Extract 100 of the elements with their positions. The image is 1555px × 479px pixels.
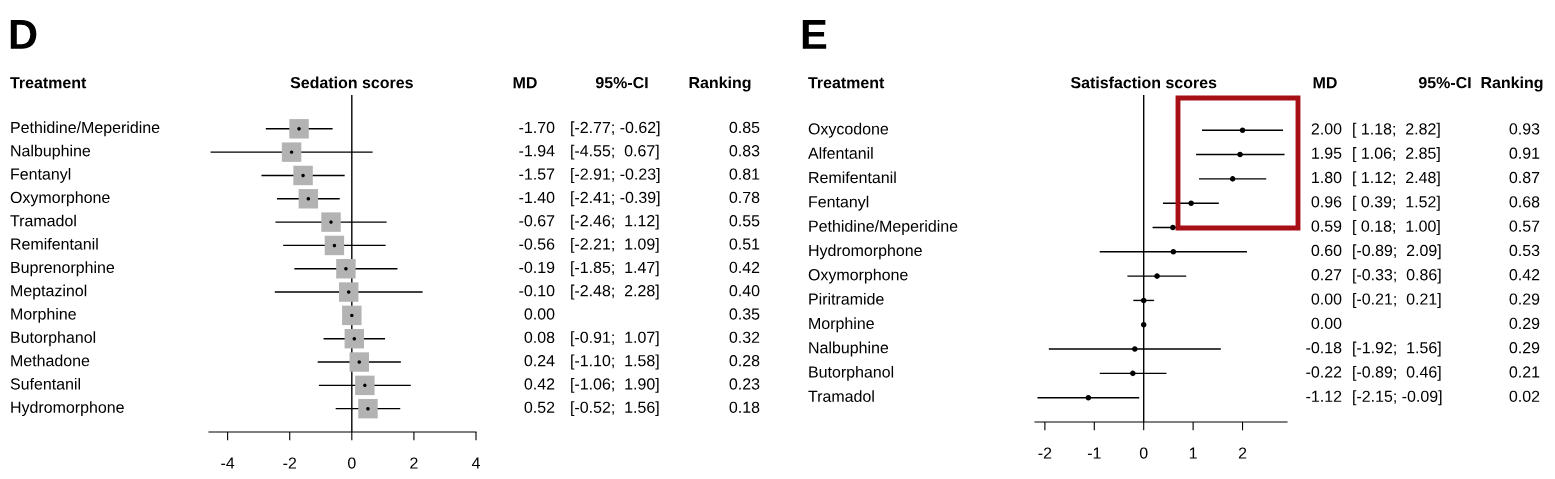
point xyxy=(293,165,313,186)
point xyxy=(358,398,378,419)
category-label: Tramadol xyxy=(808,390,874,402)
text: [-0.91; 1.07] xyxy=(571,331,659,347)
point xyxy=(1140,321,1147,328)
text: -1.94 xyxy=(519,145,555,157)
text: -0.67 xyxy=(519,215,555,227)
x-tick-label: 0 xyxy=(348,457,356,469)
point xyxy=(1188,200,1194,206)
text: Treatment xyxy=(10,77,87,89)
point xyxy=(1237,151,1243,158)
x-tick-label: -2 xyxy=(283,457,297,469)
text: Treatment xyxy=(808,77,885,89)
text: 0.60 xyxy=(1311,244,1342,257)
point xyxy=(1132,346,1138,352)
point xyxy=(1239,127,1246,134)
text: 0.29 xyxy=(1509,293,1540,305)
text: 0.93 xyxy=(1509,123,1540,135)
text: 0.87 xyxy=(1509,171,1540,184)
category-label: Pethidine/Meperidine xyxy=(11,121,160,137)
category-label: Oxymorphone xyxy=(10,191,110,207)
point xyxy=(336,259,356,279)
text: 1.80 xyxy=(1312,171,1342,184)
text: 0.42 xyxy=(1509,269,1540,281)
category-label: Hydromorphone xyxy=(11,401,124,417)
chart-title: D xyxy=(10,20,37,49)
text: [-1.06; 1.90] xyxy=(571,377,659,393)
text: 2.00 xyxy=(1311,123,1342,135)
text: 0.24 xyxy=(524,355,555,367)
chart-title: E xyxy=(802,20,827,49)
text: 0.78 xyxy=(729,191,760,204)
text: [-2.77; -0.62] xyxy=(571,121,660,137)
text: 0.18 xyxy=(729,401,760,413)
text: 0.08 xyxy=(524,331,555,343)
text: 0.52 xyxy=(524,401,555,413)
text: [-2.46; 1.12] xyxy=(571,214,659,230)
category-label: Morphine xyxy=(11,307,76,323)
text: [-0.33; 0.86] xyxy=(1353,268,1441,284)
category-label: Oxymorphone xyxy=(808,268,908,284)
text: [-1.10; 1.58] xyxy=(571,354,659,370)
x-axis-title: Satisfaction scores xyxy=(1070,76,1217,89)
text: 0.40 xyxy=(729,285,760,297)
text: 0.42 xyxy=(729,261,760,274)
text: 0.00 xyxy=(1311,317,1342,330)
x-tick-label: -2 xyxy=(1038,447,1052,459)
text: 0.91 xyxy=(1509,147,1540,159)
x-tick-label: 1 xyxy=(1189,447,1197,459)
text: 0.28 xyxy=(729,355,760,367)
text: 0.23 xyxy=(729,378,760,390)
text: 95%-CI xyxy=(595,76,648,89)
text: -1.12 xyxy=(1306,390,1342,402)
text: MD xyxy=(1313,77,1337,89)
text: [-0.89; 2.09] xyxy=(1353,244,1441,260)
text: Ranking xyxy=(689,76,751,92)
text: -0.10 xyxy=(519,285,555,297)
point xyxy=(281,142,302,162)
x-tick-label: 2 xyxy=(410,457,418,469)
text: 0.57 xyxy=(1509,220,1540,232)
category-label: Buprenorphine xyxy=(11,261,115,277)
text: [ 0.39; 1.52] xyxy=(1353,195,1440,211)
category-label: Meptazinol xyxy=(11,284,87,300)
text: -0.18 xyxy=(1306,342,1342,354)
text: [ 1.06; 2.85] xyxy=(1353,147,1440,163)
text: [ 1.12; 2.48] xyxy=(1353,171,1440,187)
text: 0.53 xyxy=(1509,244,1540,257)
text: [-0.21; 0.21] xyxy=(1353,292,1441,308)
x-tick-label: -1 xyxy=(1087,447,1101,459)
text: -0.22 xyxy=(1306,366,1342,378)
category-label: Remifentanil xyxy=(11,237,98,250)
text: Ranking xyxy=(1481,76,1543,92)
category-label: Morphine xyxy=(809,317,874,333)
point xyxy=(1170,224,1176,231)
text: [ 1.18; 2.82] xyxy=(1353,122,1440,138)
text: 0.29 xyxy=(1509,342,1540,354)
point xyxy=(338,282,359,302)
text: [-2.91; -0.23] xyxy=(571,168,660,183)
category-label: Hydromorphone xyxy=(809,244,922,260)
text: 0.51 xyxy=(729,238,760,250)
text: -0.19 xyxy=(519,261,555,274)
text: [-4.55; 0.67] xyxy=(571,144,659,160)
text: 0.83 xyxy=(729,145,760,157)
text: [-0.89; 0.46] xyxy=(1353,365,1441,381)
text: 0.32 xyxy=(729,331,760,343)
text: 0.59 xyxy=(1311,220,1342,232)
category-label: Piritramide xyxy=(809,292,884,305)
text: 1.95 xyxy=(1312,147,1342,159)
point xyxy=(298,189,319,209)
text: 0.68 xyxy=(1509,196,1540,208)
category-label: Sufentanil xyxy=(10,377,80,390)
category-label: Pethidine/Meperidine xyxy=(809,220,958,235)
text: 0.81 xyxy=(729,168,760,180)
point xyxy=(342,305,362,326)
text: [ 0.18; 1.00] xyxy=(1353,220,1440,235)
text: 0.21 xyxy=(1509,366,1540,378)
text: 0.02 xyxy=(1509,390,1540,402)
text: 0.55 xyxy=(729,215,760,227)
point xyxy=(289,119,309,139)
point xyxy=(344,328,365,349)
text: -1.40 xyxy=(519,191,555,204)
category-label: Fentanyl xyxy=(809,195,869,211)
